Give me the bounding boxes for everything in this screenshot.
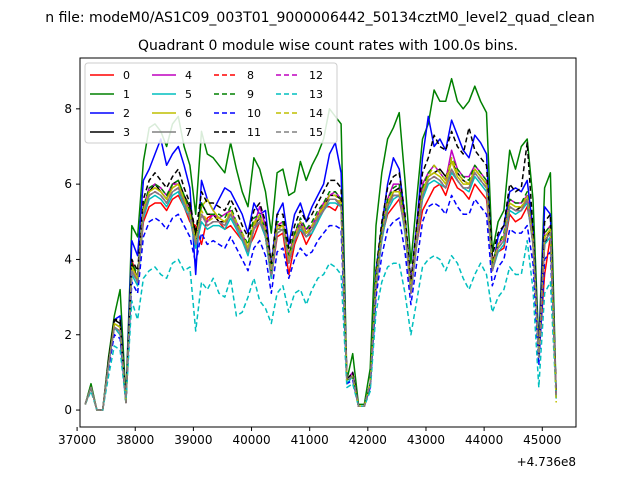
legend-label-11: 11 bbox=[247, 126, 261, 139]
x-tick-label: 45000 bbox=[523, 433, 561, 447]
series-line-15 bbox=[84, 168, 557, 411]
legend-label-14: 14 bbox=[309, 107, 323, 120]
y-tick-label: 4 bbox=[64, 252, 72, 266]
legend-label-12: 12 bbox=[309, 69, 323, 82]
x-tick-label: 44000 bbox=[465, 433, 503, 447]
legend-label-15: 15 bbox=[309, 126, 323, 139]
y-tick-label: 6 bbox=[64, 177, 72, 191]
x-tick-label: 42000 bbox=[349, 433, 387, 447]
legend-label-3: 3 bbox=[123, 126, 130, 139]
series-line-5 bbox=[84, 172, 557, 411]
series-line-14 bbox=[84, 157, 557, 411]
legend-label-4: 4 bbox=[185, 69, 192, 82]
axes-frame bbox=[79, 57, 577, 428]
legend-label-1: 1 bbox=[123, 88, 130, 101]
legend-label-13: 13 bbox=[309, 88, 323, 101]
series-line-9 bbox=[84, 157, 557, 411]
x-axis: 37000 38000 39000 40000 41000 42000 43000 44000… bbox=[58, 427, 561, 447]
x-offset-label: +4.736e8 bbox=[517, 455, 576, 469]
legend-label-2: 2 bbox=[123, 107, 130, 120]
legend-label-8: 8 bbox=[247, 69, 254, 82]
x-tick-label: 41000 bbox=[291, 433, 329, 447]
x-tick-label: 43000 bbox=[407, 433, 445, 447]
legend-label-10: 10 bbox=[247, 107, 261, 120]
y-tick-label: 8 bbox=[64, 102, 72, 116]
x-tick-label: 40000 bbox=[232, 433, 270, 447]
series-line-2 bbox=[84, 115, 557, 411]
series-line-11 bbox=[84, 126, 557, 411]
legend-label-5: 5 bbox=[185, 88, 192, 101]
chart-title: Quadrant 0 module wise count rates with … bbox=[138, 38, 518, 54]
legend-box bbox=[84, 62, 338, 144]
y-tick-label: 2 bbox=[64, 328, 72, 342]
x-tick-label: 39000 bbox=[174, 433, 212, 447]
figure-suptitle: n file: modeM0/AS1C09_003T01_9000006442_… bbox=[45, 10, 594, 26]
plot-area bbox=[84, 77, 557, 411]
legend-label-9: 9 bbox=[247, 88, 254, 101]
x-tick-label: 38000 bbox=[116, 433, 154, 447]
y-tick-label: 0 bbox=[64, 403, 72, 417]
y-axis: 0 2 4 6 8 bbox=[64, 102, 80, 417]
legend-label-7: 7 bbox=[185, 126, 192, 139]
x-tick-label: 37000 bbox=[58, 433, 96, 447]
series-line-10 bbox=[84, 194, 557, 411]
legend-label-0: 0 bbox=[123, 69, 130, 82]
legend-label-6: 6 bbox=[185, 107, 192, 120]
